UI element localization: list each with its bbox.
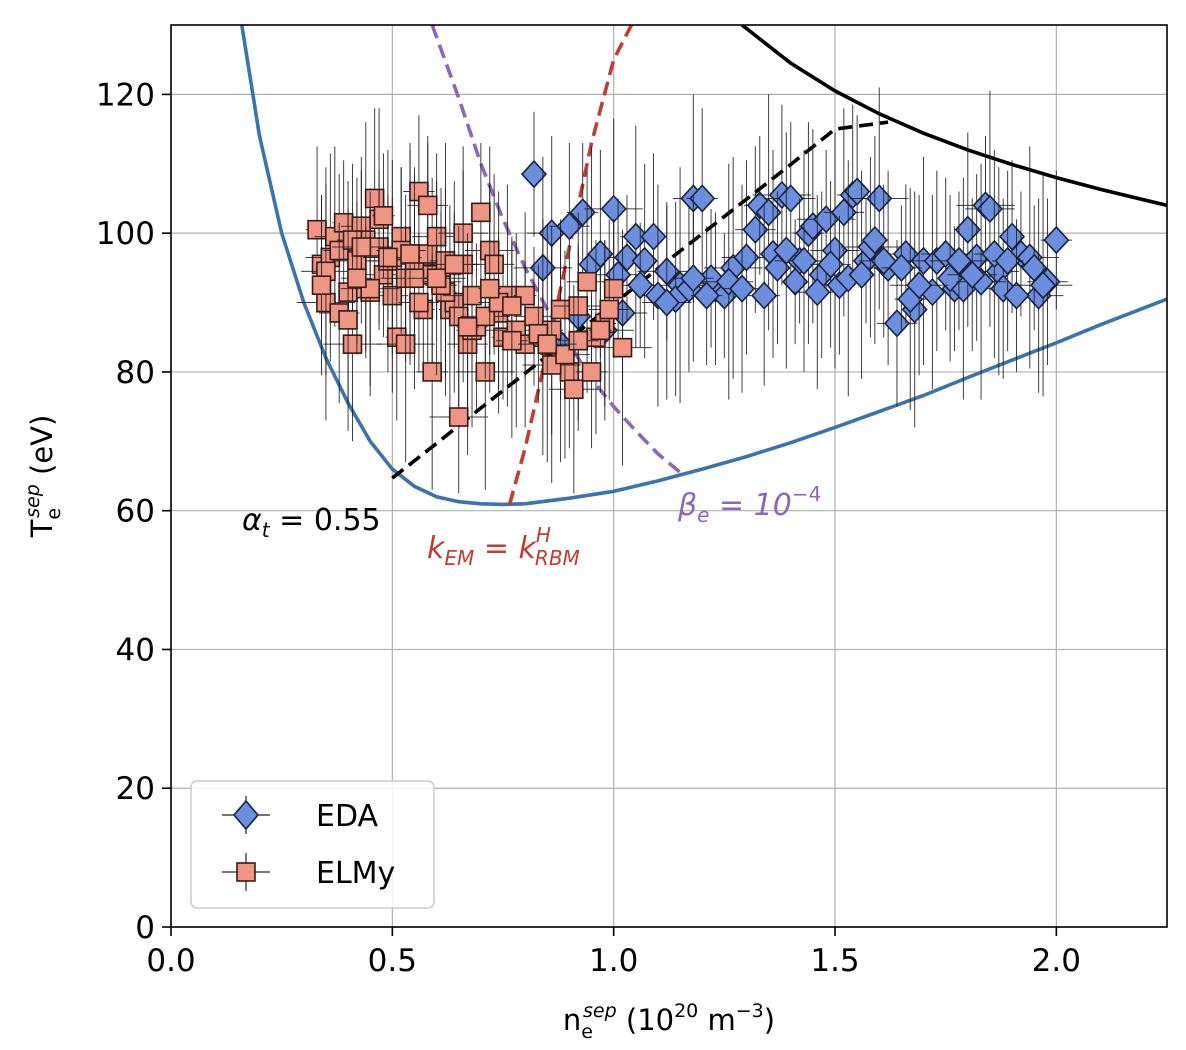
eda-point bbox=[965, 90, 1015, 327]
legend-marker-elmy bbox=[222, 853, 270, 891]
elmy-point bbox=[429, 340, 488, 494]
annotation-kem: kEM = kH RBM bbox=[427, 523, 580, 570]
elmy-point bbox=[588, 219, 630, 400]
eda-point bbox=[947, 198, 997, 352]
eda-point bbox=[850, 87, 909, 310]
elmy-point bbox=[341, 201, 373, 355]
eda-point bbox=[619, 222, 661, 348]
eda-point bbox=[810, 181, 851, 348]
legend-label-elmy: ELMy bbox=[316, 856, 395, 891]
y-axis-label: Tesep (eV) bbox=[22, 415, 65, 539]
eda-point bbox=[566, 142, 599, 282]
eda-point bbox=[721, 184, 763, 393]
x-tick-label: 1.0 bbox=[589, 943, 638, 979]
eda-point bbox=[690, 226, 723, 365]
eda-point bbox=[721, 160, 772, 355]
elmy-point bbox=[593, 229, 652, 466]
elmy-point bbox=[338, 208, 358, 431]
y-tick-label: 120 bbox=[96, 77, 155, 113]
alpha-dashed-curve bbox=[391, 120, 889, 480]
eda-point bbox=[631, 163, 658, 359]
y-tick-label: 60 bbox=[116, 494, 155, 530]
eda-point bbox=[861, 136, 888, 345]
x-tick-label: 2.0 bbox=[1032, 943, 1081, 979]
eda-point bbox=[773, 132, 800, 369]
plot-frame bbox=[170, 24, 1168, 928]
axis-ticks: 0.0 0.5 1.0 1.5 2.0 0 20 40 60 80 100 120 bbox=[96, 77, 1081, 979]
x-tick-label: 0.5 bbox=[368, 943, 417, 979]
elmy-point bbox=[456, 243, 479, 411]
eda-point bbox=[686, 108, 718, 289]
elmy-point bbox=[502, 236, 522, 376]
elmy-point bbox=[372, 153, 395, 279]
legend-box bbox=[190, 780, 435, 909]
elmy-point bbox=[518, 226, 577, 463]
y-tick-label: 20 bbox=[116, 771, 155, 807]
elmy-point bbox=[478, 184, 501, 393]
eda-point bbox=[1040, 170, 1073, 310]
eda-point bbox=[881, 205, 922, 331]
elmy-point bbox=[429, 181, 480, 348]
eda-point bbox=[735, 146, 776, 313]
x-axis-label: nesep (1020 m−3) bbox=[563, 1000, 775, 1043]
blue-boundary-curve bbox=[240, 25, 1167, 507]
eda-point bbox=[748, 205, 780, 386]
eda-point bbox=[954, 132, 981, 327]
y-tick-label: 40 bbox=[116, 632, 155, 668]
eda-point bbox=[1013, 174, 1073, 397]
legend-label-eda: EDA bbox=[316, 799, 379, 834]
x-tick-label: 0.0 bbox=[146, 943, 195, 979]
elmy-point bbox=[407, 181, 466, 376]
legend-marker-eda bbox=[222, 796, 270, 834]
eda-point bbox=[848, 170, 875, 379]
eda-point bbox=[1003, 219, 1030, 372]
eda-point bbox=[889, 194, 949, 376]
eda-point bbox=[929, 191, 989, 331]
annotation-alpha: αt = 0.55 bbox=[242, 503, 381, 542]
x-tick-label: 1.5 bbox=[810, 943, 859, 979]
eda-point bbox=[673, 194, 714, 362]
eda-point bbox=[642, 205, 692, 400]
black-solid-curve bbox=[740, 25, 1167, 208]
elmy-point bbox=[549, 285, 599, 494]
elmy-point bbox=[311, 194, 332, 376]
elmy-point bbox=[400, 142, 420, 365]
eda-point bbox=[792, 194, 843, 390]
eda-point bbox=[782, 219, 809, 345]
eda-point bbox=[520, 111, 548, 237]
y-tick-label: 0 bbox=[135, 910, 155, 946]
annotation-beta: βe = 10−4 bbox=[677, 482, 821, 527]
legend: EDA ELMy bbox=[190, 780, 435, 909]
y-tick-label: 80 bbox=[116, 355, 155, 391]
eda-point bbox=[991, 170, 1024, 352]
data-points bbox=[296, 87, 1073, 494]
eda-point bbox=[620, 125, 652, 348]
elmy-point bbox=[589, 267, 612, 393]
y-tick-label: 100 bbox=[96, 216, 155, 252]
